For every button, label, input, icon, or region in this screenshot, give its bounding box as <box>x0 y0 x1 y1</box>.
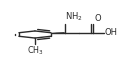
Text: OH: OH <box>104 28 117 37</box>
Text: O: O <box>94 14 101 23</box>
Text: CH$_3$: CH$_3$ <box>27 45 43 57</box>
Polygon shape <box>51 32 65 33</box>
Text: NH$_2$: NH$_2$ <box>65 11 82 23</box>
